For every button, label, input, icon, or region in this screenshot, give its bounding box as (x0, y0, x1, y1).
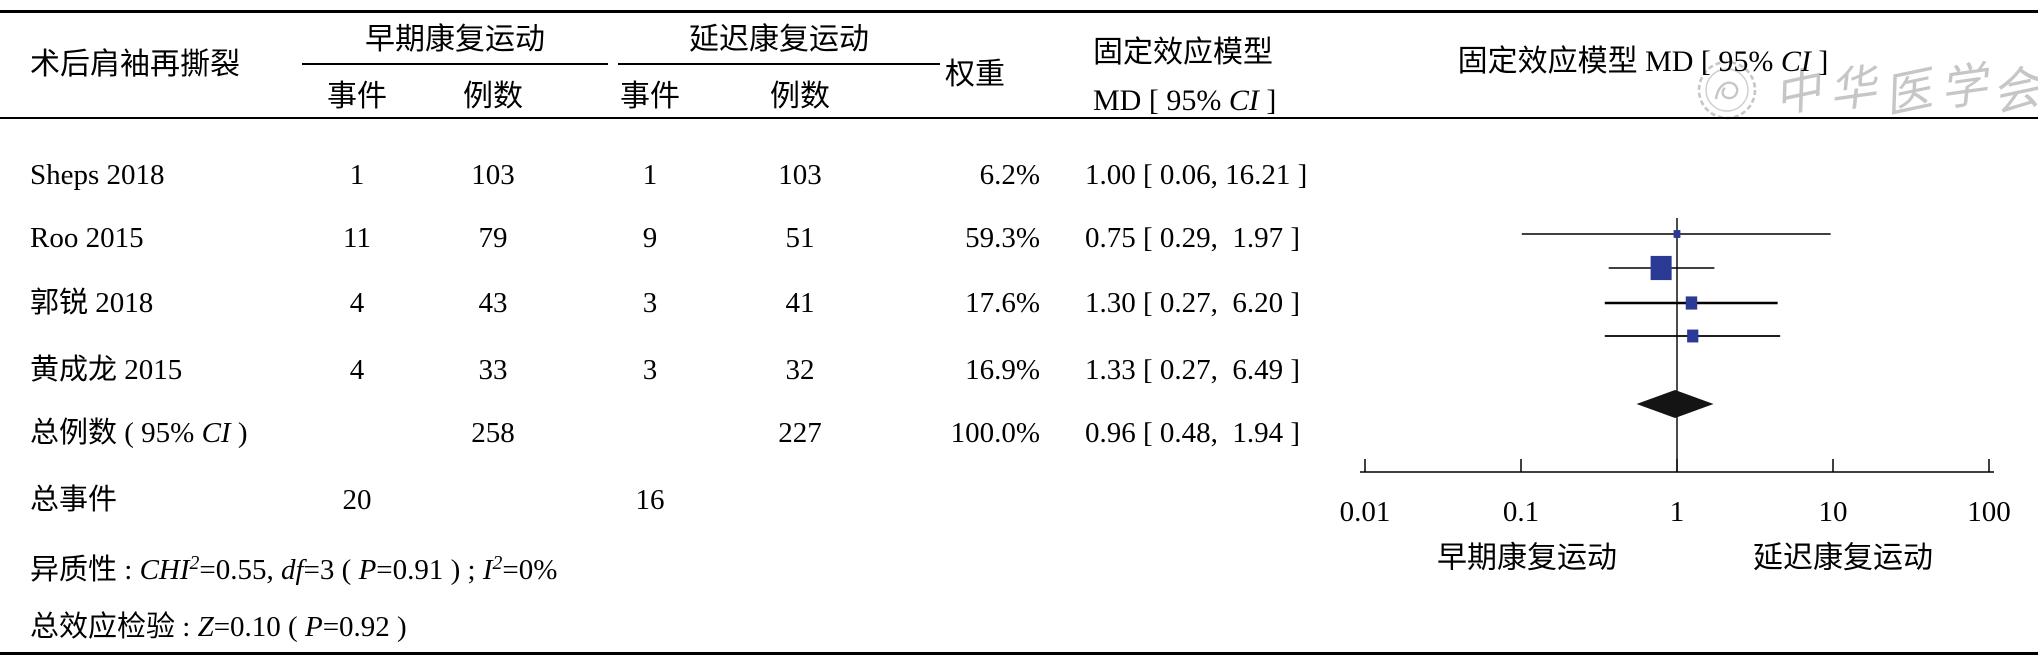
weight-cell: 16.9% (965, 354, 1040, 386)
text-segment: =0.92 ) (322, 611, 407, 643)
total-delayed-cell: 41 (785, 287, 815, 319)
text-segment: CI (201, 417, 231, 449)
plot-title: 固定效应模型 MD [ 95% CI ] (1363, 40, 1923, 84)
axis-tick-label-1: 1 (1670, 496, 1685, 528)
total-early-cell: 33 (478, 354, 508, 386)
favours-delayed-label: 延迟康复运动 (1753, 542, 1933, 575)
seal-inner-ring (1705, 68, 1749, 112)
weight-header: 权重 (945, 58, 1005, 91)
delayed-group-underline (618, 63, 940, 65)
overall-md-ci-cell: 0.96 [ 0.48, 1.94 ] (1085, 417, 1301, 449)
md-ci-cell: 1.33 [ 0.27, 6.49 ] (1085, 354, 1301, 386)
text-segment: =0% (502, 553, 558, 586)
events-delayed-cell: 3 (642, 287, 658, 319)
total-delayed-n-cell: 227 (778, 417, 822, 449)
total-events-early-cell: 20 (342, 484, 372, 516)
text-segment: I (482, 553, 493, 586)
overall-effect-test: 总效应检验 : Z=0.10 ( P=0.92 ) (30, 596, 1030, 659)
total-early-cell: 79 (478, 222, 508, 254)
point-estimate-square-3 (1685, 296, 1698, 310)
text-segment: CI (1780, 45, 1811, 78)
overall-effect-diamond (1636, 390, 1714, 418)
text-segment: =0.55, (199, 553, 281, 586)
events-delayed-cell: 3 (642, 354, 658, 386)
total-events-delayed-cell: 16 (635, 484, 665, 516)
seal-snake-figure (1714, 81, 1739, 100)
top-rule (0, 10, 2038, 13)
weight-cell: 59.3% (965, 222, 1040, 254)
delayed-rehab-group-header: 延迟康复运动 (689, 23, 869, 56)
total-delayed-cell: 51 (785, 222, 815, 254)
text-segment: ] (1258, 84, 1277, 117)
point-estimate-square-1 (1673, 230, 1681, 238)
events-delayed-header: 事件 (620, 80, 680, 113)
events-delayed-cell: 1 (642, 159, 658, 191)
total-delayed-header: 例数 (770, 80, 830, 113)
total-early-cell: 103 (471, 159, 515, 191)
study-name-cell: 郭锐 2018 (30, 287, 154, 319)
md-ci-cell: 1.30 [ 0.27, 6.20 ] (1085, 287, 1301, 319)
events-early-cell: 11 (343, 222, 371, 254)
study-name-cell: Roo 2015 (30, 222, 144, 254)
axis-tick-label-10: 10 (1819, 496, 1848, 528)
events-early-cell: 1 (349, 159, 365, 191)
axis-tick-label-0.01: 0.01 (1340, 496, 1391, 528)
text-segment: =0.10 ( (213, 611, 305, 643)
weight-cell: 6.2% (979, 159, 1040, 191)
total-early-cell: 43 (478, 287, 508, 319)
text-segment: P (358, 553, 377, 586)
axis-tick-label-0.1: 0.1 (1503, 496, 1539, 528)
text-segment: ) (230, 417, 248, 449)
weight-cell: 17.6% (965, 287, 1040, 319)
early-rehab-group-header: 早期康复运动 (365, 23, 545, 56)
header-bottom-rule (0, 117, 2038, 119)
text-segment: =0.91 ) ; (376, 553, 483, 586)
total-label-cell: 总例数 ( 95% CI ) (30, 402, 370, 465)
text-segment: 异质性 : (30, 553, 140, 586)
text-segment: 总例数 ( 95% (30, 417, 202, 449)
text-segment: CHI (139, 553, 190, 586)
text-segment: df (280, 553, 304, 586)
events-early-header: 事件 (327, 80, 387, 113)
events-early-cell: 4 (349, 287, 365, 319)
text-segment: 总效应检验 : (30, 611, 198, 643)
text-segment: CI (1228, 84, 1259, 117)
total-delayed-cell: 103 (778, 159, 822, 191)
text-segment: Z (197, 611, 214, 643)
events-early-cell: 4 (349, 354, 365, 386)
study-name-cell: 黄成龙 2015 (30, 354, 183, 386)
point-estimate-square-4 (1687, 329, 1699, 343)
total-delayed-cell: 32 (785, 354, 815, 386)
md-ci-header-line2: MD [ 95% CI ] (1093, 79, 1276, 123)
text-segment: 固定效应模型 MD [ 95% (1457, 45, 1781, 78)
point-estimate-square-2 (1650, 255, 1672, 281)
text-segment: P (304, 611, 323, 643)
text-segment: 2 (189, 552, 200, 574)
bottom-rule (0, 652, 2038, 655)
text-segment: MD [ 95% (1093, 84, 1229, 117)
md-ci-cell: 1.00 [ 0.06, 16.21 ] (1085, 159, 1308, 191)
outcome-column-header: 术后肩袖再撕裂 (30, 48, 240, 81)
total-early-header: 例数 (463, 80, 523, 113)
md-ci-cell: 0.75 [ 0.29, 1.97 ] (1085, 222, 1301, 254)
study-name-cell: Sheps 2018 (30, 159, 165, 191)
text-segment: 2 (492, 552, 503, 574)
favours-early-label: 早期康复运动 (1437, 542, 1617, 575)
model-header-line1: 固定效应模型 (1093, 36, 1273, 69)
total-early-n-cell: 258 (471, 417, 515, 449)
forest-plot: 0.01 0.1 1 10 100 早期康复运动 延迟康复运动 (1340, 218, 2011, 575)
total-weight-cell: 100.0% (950, 417, 1040, 449)
total-events-label: 总事件 (30, 484, 118, 516)
events-delayed-cell: 9 (642, 222, 658, 254)
heterogeneity-stats: 异质性 : CHI2=0.55, df=3 ( P=0.91 ) ; I2=0% (30, 532, 1030, 595)
axis-tick-label-100: 100 (1967, 496, 2011, 528)
text-segment: ] (1810, 45, 1829, 78)
early-group-underline (302, 63, 608, 65)
text-segment: =3 ( (303, 553, 359, 586)
